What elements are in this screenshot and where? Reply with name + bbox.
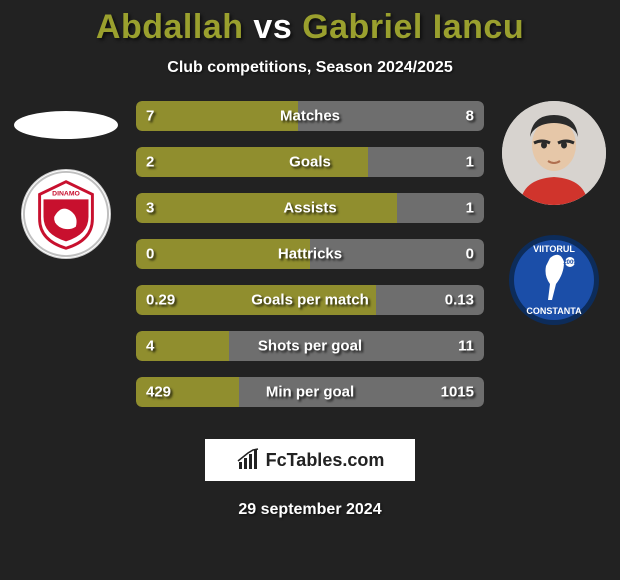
brand-box: FcTables.com	[205, 439, 415, 481]
stat-value-left: 7	[146, 108, 154, 125]
subtitle: Club competitions, Season 2024/2025	[0, 59, 620, 77]
player2-photo	[502, 101, 606, 205]
stat-value-right: 11	[458, 338, 474, 355]
stat-row: 429 1015 Min per goal	[136, 377, 484, 407]
player1-photo-placeholder	[14, 111, 118, 139]
club-text-top: VIITORUL	[533, 244, 575, 254]
player1-column: DINAMO	[8, 101, 124, 259]
player2-column: 2009 VIITORUL CONSTANTA	[496, 101, 612, 325]
stat-row: 7 8 Matches	[136, 101, 484, 131]
comparison-panel: DINAMO 2009 VIITORUL	[0, 101, 620, 421]
stat-value-left: 4	[146, 338, 154, 355]
svg-text:DINAMO: DINAMO	[52, 190, 80, 197]
stat-value-left: 0.29	[146, 292, 175, 309]
player1-name: Abdallah	[96, 8, 244, 46]
stat-label: Assists	[283, 200, 336, 217]
stat-row: 0.29 0.13 Goals per match	[136, 285, 484, 315]
stat-row: 4 11 Shots per goal	[136, 331, 484, 361]
svg-text:2009: 2009	[563, 260, 577, 266]
stat-label: Goals	[289, 154, 331, 171]
stat-value-right: 1	[466, 200, 474, 217]
bar-left	[136, 101, 298, 131]
stat-value-left: 429	[146, 384, 171, 401]
stat-value-right: 8	[466, 108, 474, 125]
stat-value-right: 0	[466, 246, 474, 263]
stat-label: Shots per goal	[258, 338, 362, 355]
dinamo-crest-icon: DINAMO	[22, 170, 110, 258]
stat-value-right: 0.13	[445, 292, 474, 309]
bar-left	[136, 193, 397, 223]
chart-icon	[236, 448, 260, 472]
stat-value-right: 1	[466, 154, 474, 171]
club-text-bottom: CONSTANTA	[526, 306, 581, 316]
stat-row: 3 1 Assists	[136, 193, 484, 223]
player1-club-badge: DINAMO	[21, 169, 111, 259]
avatar-icon	[502, 101, 606, 205]
player2-name: Gabriel Iancu	[302, 8, 524, 46]
date-text: 29 september 2024	[0, 501, 620, 519]
page-title: Abdallah vs Gabriel Iancu	[0, 0, 620, 47]
stat-row: 0 0 Hattricks	[136, 239, 484, 269]
brand-text: FcTables.com	[266, 450, 385, 471]
vs-text: vs	[253, 8, 292, 46]
stat-label: Goals per match	[251, 292, 369, 309]
stat-bars: 7 8 Matches 2 1 Goals 3 1 Assists 0 0 Hattricks 0.29…	[136, 101, 484, 423]
stat-value-left: 2	[146, 154, 154, 171]
stat-label: Matches	[280, 108, 340, 125]
bar-left	[136, 147, 368, 177]
stat-value-left: 3	[146, 200, 154, 217]
stat-value-right: 1015	[441, 384, 474, 401]
stat-row: 2 1 Goals	[136, 147, 484, 177]
stat-value-left: 0	[146, 246, 154, 263]
player2-club-badge: 2009 VIITORUL CONSTANTA	[509, 235, 599, 325]
stat-label: Hattricks	[278, 246, 342, 263]
stat-label: Min per goal	[266, 384, 354, 401]
